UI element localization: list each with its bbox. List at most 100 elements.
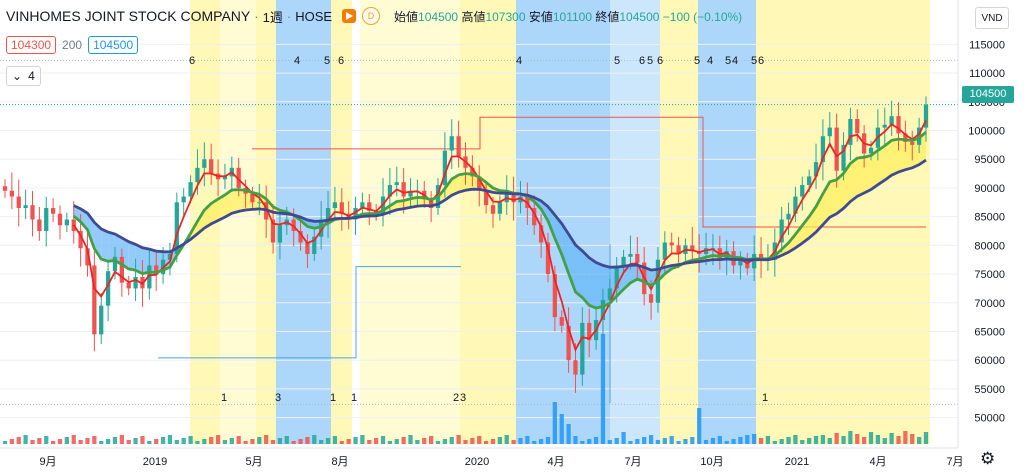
event-label-top: 4 <box>294 55 300 67</box>
candle <box>820 136 826 163</box>
ma-ribbon-segment <box>128 241 136 271</box>
candle <box>676 245 681 254</box>
volume-bar <box>367 440 372 444</box>
sell-button[interactable]: 104300 <box>6 36 57 54</box>
flag-icon[interactable] <box>342 9 357 23</box>
candle <box>154 265 159 275</box>
volume-bar <box>2 441 8 444</box>
candle <box>23 205 28 209</box>
candle <box>497 202 502 214</box>
candle <box>332 202 338 209</box>
event-zone <box>360 0 460 444</box>
spread-value: 200 <box>62 38 83 52</box>
volume-bar <box>353 437 358 444</box>
ma-ribbon-segment <box>211 199 219 224</box>
buy-button[interactable]: 104500 <box>88 36 139 54</box>
candle <box>325 208 331 220</box>
candle <box>387 185 393 197</box>
candle <box>800 185 805 197</box>
volume-bar <box>9 439 15 444</box>
ohlc-values: 始値104500 高値107300 安値101100 終値104500 −100… <box>394 8 742 25</box>
x-tick-label: 10月 <box>700 456 723 468</box>
ma-ribbon-segment <box>891 139 899 176</box>
volume-bar <box>380 436 386 444</box>
candle <box>353 208 358 220</box>
volume-bar <box>442 439 448 444</box>
event-zone <box>220 0 256 444</box>
step-line-blue <box>158 266 461 359</box>
volume-bar <box>786 437 791 444</box>
candle <box>483 190 489 206</box>
candle <box>916 127 922 145</box>
candle <box>181 196 186 203</box>
y-tick-label: 85000 <box>974 212 1005 224</box>
ma-ribbon-segment <box>871 150 878 190</box>
gear-icon[interactable]: ⚙ <box>980 449 996 468</box>
symbol-name[interactable]: VINHOMES JOINT STOCK COMPANY <box>6 8 251 24</box>
ma-ribbon-segment <box>898 139 906 172</box>
volume-bar <box>37 438 42 444</box>
event-zone <box>756 0 930 444</box>
candle <box>841 144 846 171</box>
candle <box>133 276 138 289</box>
volume-bar <box>490 439 496 444</box>
volume-bar <box>635 439 640 444</box>
candle <box>30 205 35 220</box>
ma-ribbon-segment <box>561 223 569 274</box>
last-price-badge: 104500 <box>962 86 1014 103</box>
volume-bar <box>298 439 303 444</box>
event-label-bottom: 1 <box>330 392 336 404</box>
volume-bar <box>868 432 874 444</box>
ma-ribbon-segment <box>410 197 418 208</box>
interval-label[interactable]: 1週 <box>262 9 283 25</box>
volume-bar <box>504 435 509 444</box>
event-label-top: 5 <box>694 55 700 67</box>
volume-bar <box>642 437 647 444</box>
volume-bar <box>848 431 853 444</box>
candle <box>85 248 90 266</box>
open-value: 104500 <box>418 9 459 24</box>
candle <box>57 213 63 226</box>
indicators-toggle[interactable]: ⌄ 4 <box>6 66 41 86</box>
volume-bar <box>332 436 338 444</box>
volume-bar <box>889 433 894 444</box>
event-label-top: 4 <box>516 55 522 67</box>
ma-ribbon-segment <box>218 194 225 221</box>
y-tick-label: 70000 <box>974 298 1005 310</box>
currency-label[interactable]: VND <box>975 7 1009 29</box>
volume-bar <box>277 438 283 444</box>
candle <box>490 205 496 214</box>
volume-bar <box>752 434 757 444</box>
volume-bar <box>119 435 124 444</box>
ma-ribbon-segment <box>575 244 583 298</box>
volume-bar <box>470 438 475 444</box>
x-tick-label: 8月 <box>331 456 348 468</box>
candle <box>312 236 317 254</box>
event-label-top: 4 <box>732 55 738 67</box>
volume-bar <box>655 440 661 444</box>
candle <box>532 208 537 226</box>
candle <box>470 167 475 177</box>
candle <box>209 159 214 174</box>
volume-bar <box>147 441 152 444</box>
candle <box>408 190 413 197</box>
volume-bar <box>99 441 104 444</box>
event-label-bottom: 1 <box>351 392 357 404</box>
exchange-label: HOSE <box>295 8 333 24</box>
ma-ribbon-segment <box>630 265 638 283</box>
volume-bar <box>772 441 777 444</box>
ma-ribbon-segment <box>836 173 844 214</box>
volume-bar <box>325 438 331 444</box>
close-value: 104500 <box>619 9 660 24</box>
volume-bar <box>875 435 881 444</box>
candle <box>2 186 8 191</box>
candle <box>793 196 798 214</box>
volume-bar <box>284 436 289 444</box>
event-label-top: 6 <box>338 55 344 67</box>
y-tick-label: 50000 <box>974 413 1005 425</box>
ma-ribbon-segment <box>802 216 810 244</box>
event-zone <box>516 0 610 444</box>
volume-bar <box>532 441 537 444</box>
low-label: 安値 <box>528 9 553 24</box>
